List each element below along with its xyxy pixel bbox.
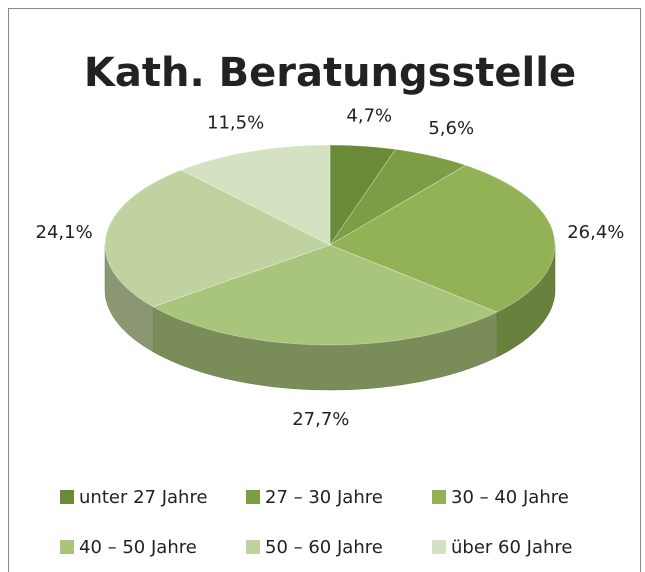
legend-swatch — [432, 540, 446, 554]
legend-swatch — [432, 490, 446, 504]
legend-label: unter 27 Jahre — [79, 487, 208, 508]
data-label: 5,6% — [428, 118, 474, 139]
legend-label: über 60 Jahre — [451, 537, 572, 558]
data-label: 11,5% — [207, 112, 264, 133]
pie-tops — [104, 144, 556, 346]
legend-swatch — [60, 540, 74, 554]
pie-slice — [104, 169, 331, 308]
legend-swatch — [246, 490, 260, 504]
legend-label: 30 – 40 Jahre — [451, 487, 569, 508]
data-label: 27,7% — [292, 409, 349, 430]
data-label: 26,4% — [567, 222, 624, 243]
legend-swatch — [60, 490, 74, 504]
legend-label: 40 – 50 Jahre — [79, 537, 197, 558]
chart-border — [8, 8, 641, 572]
legend-swatch — [246, 540, 260, 554]
data-label: 24,1% — [36, 222, 93, 243]
data-label: 4,7% — [346, 105, 392, 126]
data-labels: 4,7% 5,6% 26,4% 27,7% 24,1% 11,5% — [36, 105, 625, 430]
pie-slice — [329, 164, 556, 313]
pie-slice — [180, 144, 331, 246]
pie-slice — [152, 244, 498, 346]
legend-label: 50 – 60 Jahre — [265, 537, 383, 558]
legend-label: 27 – 30 Jahre — [265, 487, 383, 508]
pie-slice — [329, 144, 397, 246]
chart-title: Kath. Beratungsstelle — [84, 50, 576, 96]
pie-slice — [329, 148, 467, 246]
legend: unter 27 Jahre 27 – 30 Jahre 30 – 40 Jahre… — [60, 487, 572, 558]
